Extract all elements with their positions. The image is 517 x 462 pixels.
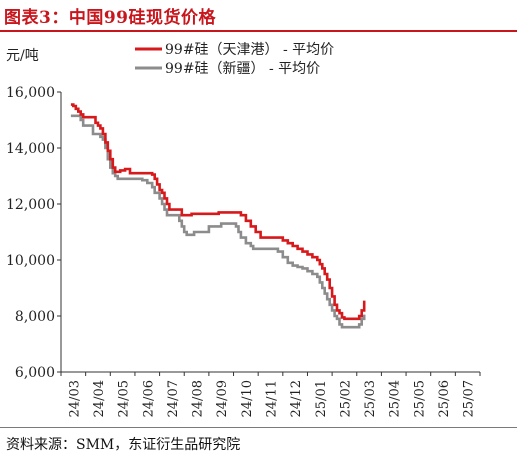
x-tick-labels: 24/03 24/04 24/05 24/06 24/07 24/08 24/09 24/10…: [67, 380, 476, 417]
x-tick-label: 25/06: [437, 380, 452, 417]
source-divider: [0, 427, 517, 428]
x-tick-label: 24/04: [92, 380, 107, 417]
legend-label: 99#硅（新疆） - 平均价: [165, 61, 320, 77]
x-tick-label: 24/12: [289, 380, 304, 417]
y-tick-labels: 6,000 8,000 10,000 12,000 14,000 16,000: [6, 85, 55, 381]
source-note: 资料来源：SMM，东证衍生品研究院: [6, 437, 241, 453]
chart-legend: 99#硅（天津港） - 平均价 99#硅（新疆） - 平均价: [135, 42, 334, 77]
x-tick-label: 25/07: [462, 380, 477, 417]
y-tick-label: 16,000: [6, 85, 55, 101]
y-tick-label: 6,000: [15, 365, 55, 381]
series-line-tianjin: [70, 103, 366, 321]
x-tick-label: 24/07: [166, 380, 181, 417]
chart-canvas: 6,000 8,000 10,000 12,000 14,000 16,000 24/03…: [6, 42, 481, 417]
series-line-xinjiang: [70, 114, 366, 329]
x-tick-label: 25/03: [363, 380, 378, 417]
y-tick-label: 10,000: [6, 253, 55, 269]
x-tick-label: 24/09: [215, 380, 230, 417]
x-tick-label: 25/04: [388, 380, 403, 417]
chart-axes: [57, 91, 481, 376]
title-divider: [0, 30, 517, 32]
x-tick-label: 24/03: [67, 380, 82, 417]
x-tick-label: 24/11: [265, 380, 280, 417]
x-tick-label: 24/05: [117, 380, 132, 417]
x-tick-label: 25/01: [314, 380, 329, 417]
x-tick-label: 24/06: [141, 380, 156, 417]
x-tick-label: 24/10: [240, 380, 255, 417]
chart-title: 图表3：中国99硅现货价格: [4, 8, 216, 28]
x-tick-label: 25/02: [338, 380, 353, 417]
y-tick-label: 12,000: [6, 197, 55, 213]
y-tick-label: 14,000: [6, 141, 55, 157]
series-lines: [70, 103, 366, 329]
y-tick-label: 8,000: [15, 309, 55, 325]
y-axis-label: 元/吨: [6, 48, 39, 64]
legend-label: 99#硅（天津港） - 平均价: [165, 42, 334, 58]
x-tick-label: 25/05: [412, 380, 427, 417]
x-tick-label: 24/08: [191, 380, 206, 417]
